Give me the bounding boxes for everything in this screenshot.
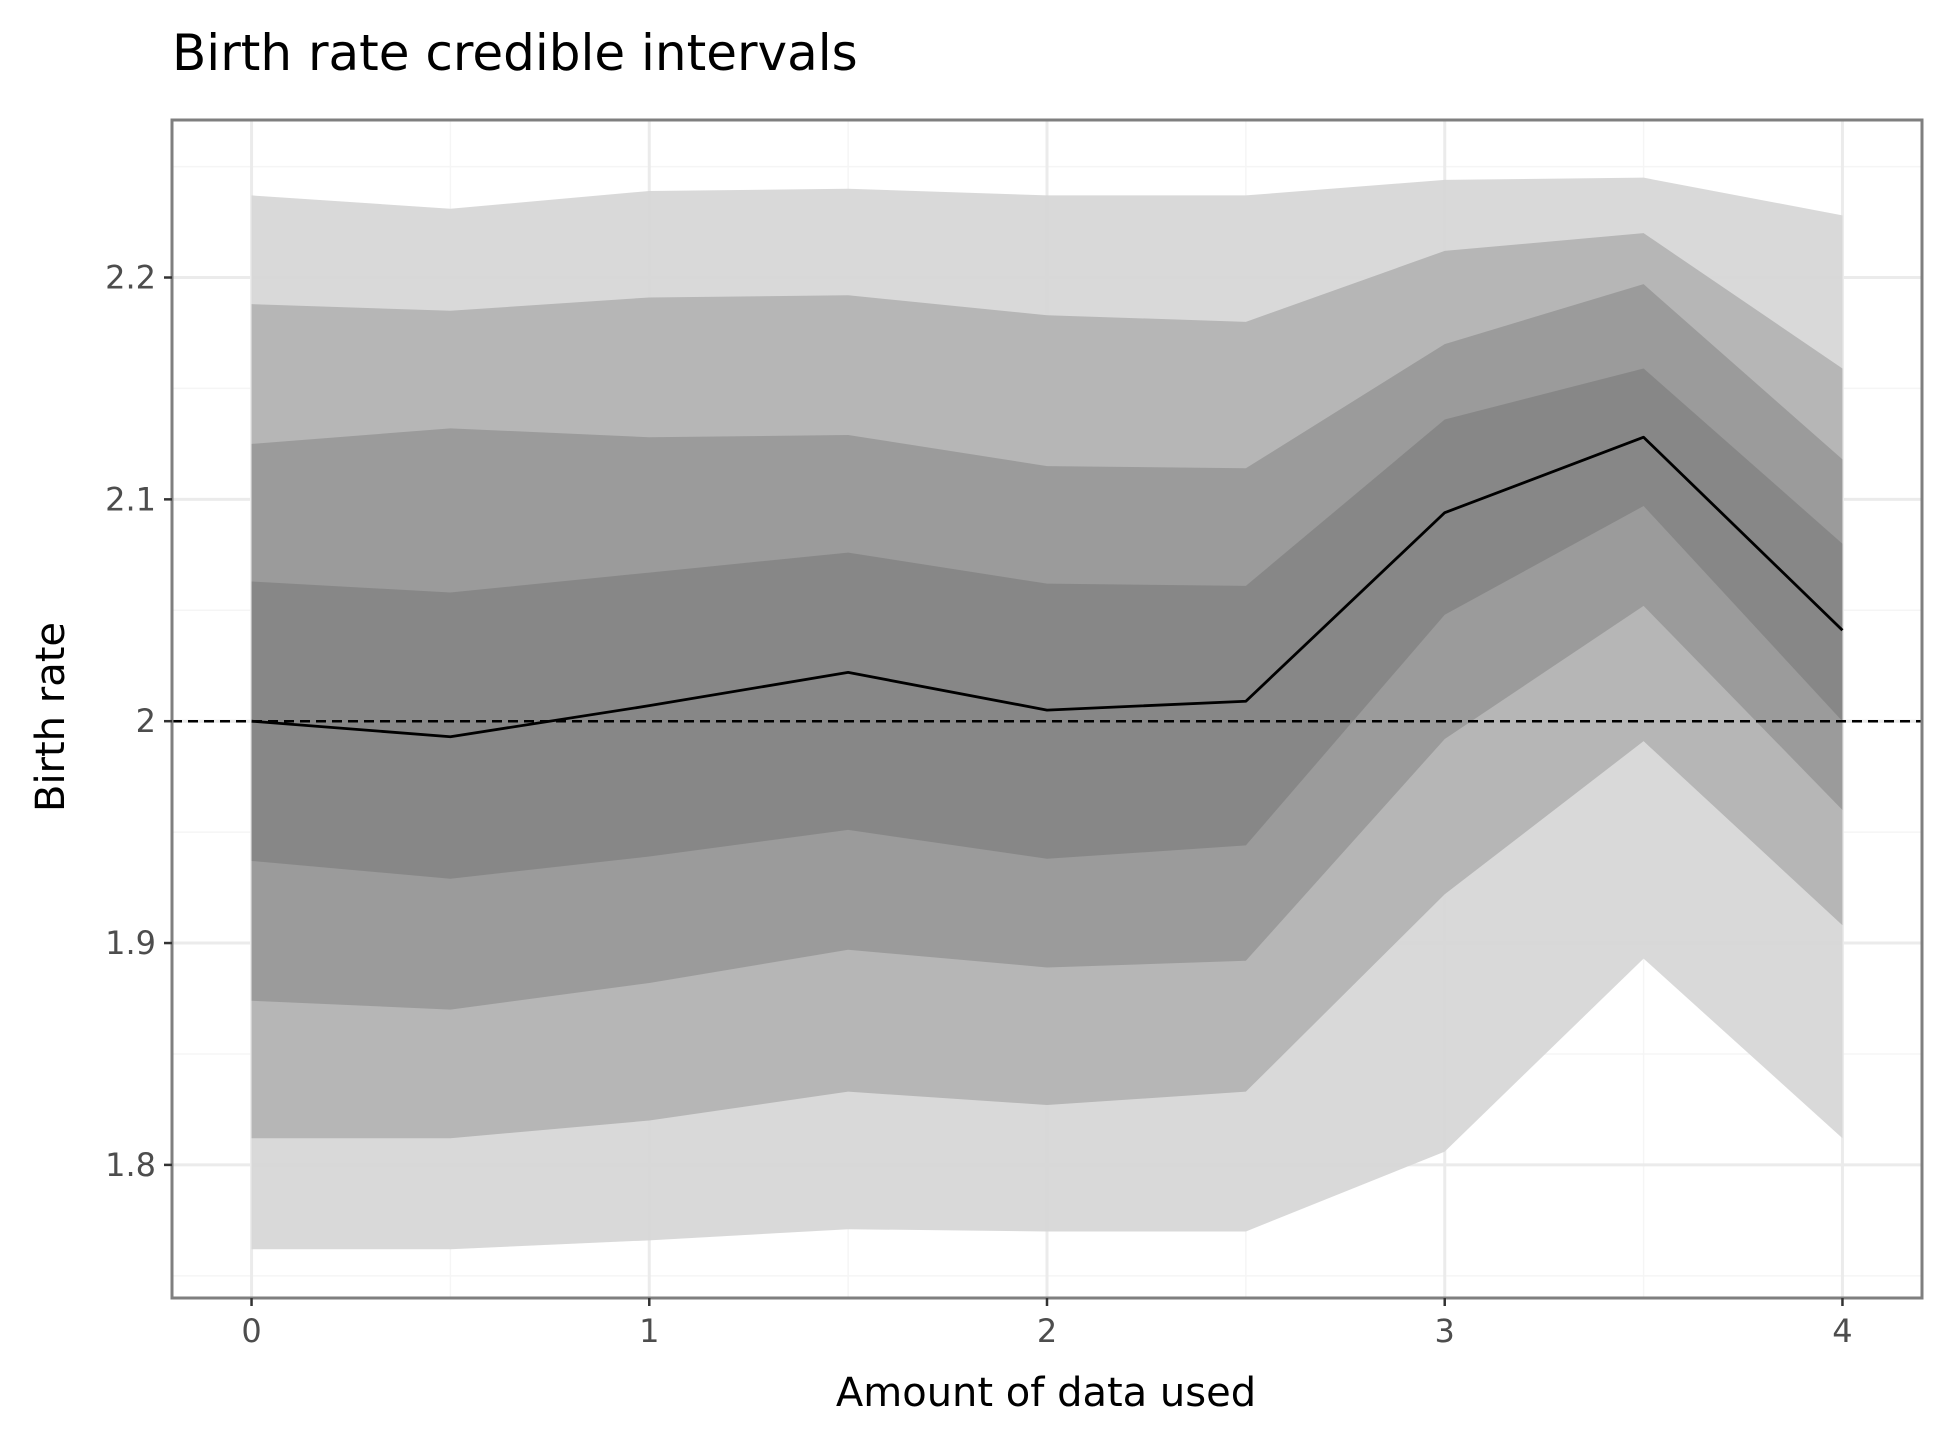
median-line [251,435,1844,739]
x-tick-label: 2 [1037,1312,1057,1350]
y-tick-label: 2.1 [105,480,156,518]
x-tick-label: 3 [1435,1312,1455,1350]
y-axis: 1.8 1.9 2 2.1 2.2 [105,259,172,1184]
x-axis: 0 1 2 3 4 [241,1298,1853,1350]
x-tick-label: 1 [639,1312,659,1350]
y-tick-label: 2 [136,702,156,740]
x-tick-label: 4 [1832,1312,1852,1350]
y-tick-label: 2.2 [105,259,156,297]
y-tick-label: 1.8 [105,1146,156,1184]
y-tick-label: 1.9 [105,924,156,962]
credible-band-4 [251,368,1843,879]
chart-title: Birth rate credible intervals [172,24,858,82]
y-axis-title: Birth rate [28,622,74,812]
plot-panel [170,118,1924,1300]
x-tick-label: 0 [241,1312,261,1350]
x-axis-title: Amount of data used [836,1370,1256,1416]
